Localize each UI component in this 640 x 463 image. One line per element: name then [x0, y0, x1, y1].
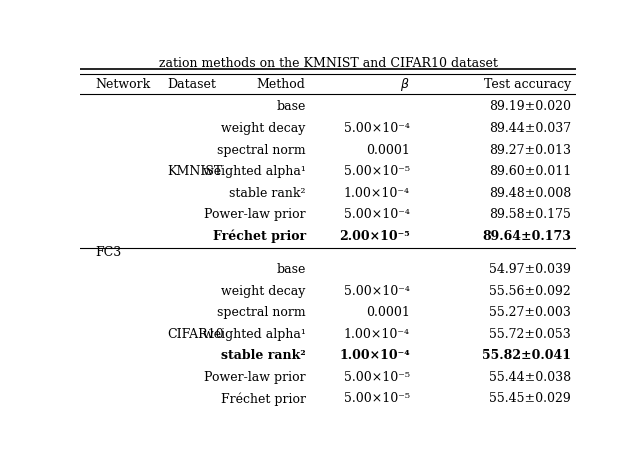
- Text: 89.27±0.013: 89.27±0.013: [489, 144, 571, 156]
- Text: 55.82±0.041: 55.82±0.041: [482, 350, 571, 363]
- Text: Dataset: Dataset: [167, 78, 216, 91]
- Text: Power-law prior: Power-law prior: [204, 208, 306, 221]
- Text: weight decay: weight decay: [221, 122, 306, 135]
- Text: 55.56±0.092: 55.56±0.092: [490, 285, 571, 298]
- Text: base: base: [276, 263, 306, 276]
- Text: 1.00×10⁻⁴: 1.00×10⁻⁴: [339, 350, 410, 363]
- Text: 89.60±0.011: 89.60±0.011: [489, 165, 571, 178]
- Text: 0.0001: 0.0001: [366, 306, 410, 319]
- Text: 0.0001: 0.0001: [366, 144, 410, 156]
- Text: KMNIST: KMNIST: [167, 165, 222, 178]
- Text: 89.64±0.173: 89.64±0.173: [482, 230, 571, 243]
- Text: Test accuracy: Test accuracy: [484, 78, 571, 91]
- Text: 5.00×10⁻⁴: 5.00×10⁻⁴: [344, 208, 410, 221]
- Text: 5.00×10⁻⁴: 5.00×10⁻⁴: [344, 122, 410, 135]
- Text: 1.00×10⁻⁴: 1.00×10⁻⁴: [344, 328, 410, 341]
- Text: $\beta$: $\beta$: [400, 76, 410, 94]
- Text: Network: Network: [95, 78, 150, 91]
- Text: 55.27±0.003: 55.27±0.003: [489, 306, 571, 319]
- Text: 1.00×10⁻⁴: 1.00×10⁻⁴: [344, 187, 410, 200]
- Text: CIFAR10: CIFAR10: [167, 328, 223, 341]
- Text: FC3: FC3: [95, 246, 121, 259]
- Text: 2.00×10⁻⁵: 2.00×10⁻⁵: [339, 230, 410, 243]
- Text: 5.00×10⁻⁵: 5.00×10⁻⁵: [344, 165, 410, 178]
- Text: stable rank²: stable rank²: [229, 187, 306, 200]
- Text: 5.00×10⁻⁵: 5.00×10⁻⁵: [344, 393, 410, 406]
- Text: 54.97±0.039: 54.97±0.039: [489, 263, 571, 276]
- Text: spectral norm: spectral norm: [217, 306, 306, 319]
- Text: 5.00×10⁻⁵: 5.00×10⁻⁵: [344, 371, 410, 384]
- Text: 89.58±0.175: 89.58±0.175: [489, 208, 571, 221]
- Text: zation methods on the KMNIST and CIFAR10 dataset: zation methods on the KMNIST and CIFAR10…: [159, 57, 497, 70]
- Text: stable rank²: stable rank²: [221, 350, 306, 363]
- Text: 89.44±0.037: 89.44±0.037: [489, 122, 571, 135]
- Text: 89.48±0.008: 89.48±0.008: [489, 187, 571, 200]
- Text: weight decay: weight decay: [221, 285, 306, 298]
- Text: Power-law prior: Power-law prior: [204, 371, 306, 384]
- Text: spectral norm: spectral norm: [217, 144, 306, 156]
- Text: Fréchet prior: Fréchet prior: [212, 230, 306, 243]
- Text: weighted alpha¹: weighted alpha¹: [203, 165, 306, 178]
- Text: Method: Method: [257, 78, 306, 91]
- Text: 55.44±0.038: 55.44±0.038: [489, 371, 571, 384]
- Text: Fréchet prior: Fréchet prior: [221, 392, 306, 406]
- Text: 5.00×10⁻⁴: 5.00×10⁻⁴: [344, 285, 410, 298]
- Text: 55.72±0.053: 55.72±0.053: [490, 328, 571, 341]
- Text: base: base: [276, 100, 306, 113]
- Text: weighted alpha¹: weighted alpha¹: [203, 328, 306, 341]
- Text: 89.19±0.020: 89.19±0.020: [489, 100, 571, 113]
- Text: 55.45±0.029: 55.45±0.029: [490, 393, 571, 406]
